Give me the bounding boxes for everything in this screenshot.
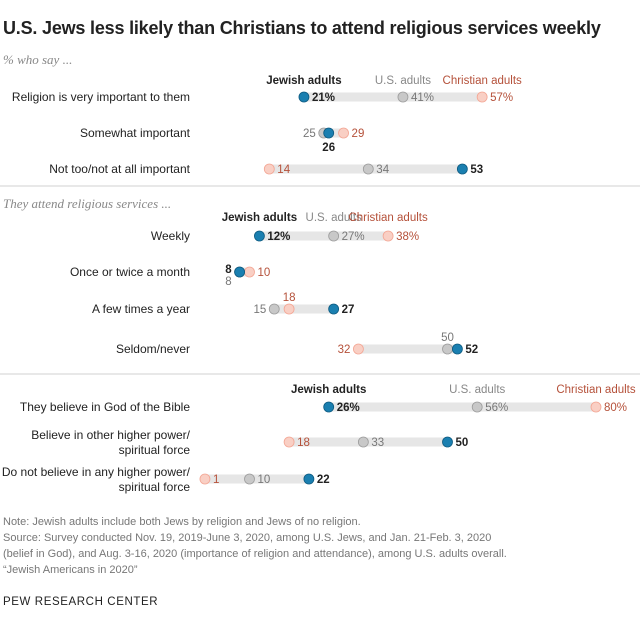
row-label: Seldom/never — [116, 342, 190, 356]
legend-jewish-adults: Jewish adults — [291, 384, 366, 396]
legend-christian-adults: Christian adults — [556, 384, 636, 396]
dot-jewish-adults — [451, 343, 463, 355]
value-label-christian-adults: 18 — [297, 437, 310, 449]
source-line: “Jewish Americans in 2020” — [3, 564, 138, 576]
value-label-christian-adults: 57% — [490, 92, 513, 104]
value-label-jewish-adults: 52 — [465, 344, 478, 356]
legend-christian-adults: Christian adults — [348, 212, 428, 224]
value-label-christian-adults: 80% — [604, 402, 627, 414]
dot-jewish-adults — [303, 473, 315, 485]
value-label-jewish-adults: 12% — [267, 231, 290, 243]
dot-christian-adults — [590, 401, 602, 413]
dot-jewish-adults — [456, 163, 468, 175]
dot-christian-adults — [352, 343, 364, 355]
value-label-christian-adults: 38% — [396, 231, 419, 243]
dot-christian-adults — [244, 266, 255, 278]
value-label-jewish-adults: 53 — [470, 164, 483, 176]
value-label-us-adults: 8 — [225, 276, 231, 288]
row-label: Once or twice a month — [70, 265, 190, 279]
value-label-us-adults: 15 — [253, 304, 266, 316]
value-label-jewish-adults: 27 — [342, 304, 355, 316]
value-label-us-adults: 33 — [371, 437, 384, 449]
dot-christian-adults — [338, 127, 349, 139]
dot-us-adults — [442, 343, 453, 355]
dot-jewish-adults — [298, 91, 310, 103]
dot-christian-adults — [263, 163, 275, 175]
value-label-jewish-adults: 50 — [456, 437, 469, 449]
value-label-christian-adults: 10 — [258, 267, 271, 279]
pew-credit: PEW RESEARCH CENTER — [3, 596, 159, 608]
dot-us-adults — [268, 303, 280, 315]
value-label-christian-adults: 32 — [338, 344, 351, 356]
value-label-christian-adults: 29 — [352, 128, 365, 140]
value-label-jewish-adults: 21% — [312, 92, 335, 104]
chart-subtitle: % who say ... — [3, 52, 73, 67]
legend-us-adults: U.S. adults — [449, 384, 505, 396]
dot-jewish-adults — [328, 303, 340, 315]
dot-christian-adults — [382, 230, 394, 242]
value-label-jewish-adults: 26% — [337, 402, 360, 414]
dot-plot-chart: Jewish adults U.S. adults Christian adults… — [0, 75, 640, 494]
legend-christian-adults: Christian adults — [443, 75, 523, 87]
value-label-us-adults: 10 — [258, 474, 271, 486]
dot-christian-adults — [199, 473, 211, 485]
dot-christian-adults — [283, 436, 295, 448]
row-label: A few times a year — [92, 302, 190, 316]
row-label: Do not believe in any higher power/ — [2, 465, 191, 479]
source-line: Source: Survey conducted Nov. 19, 2019-J… — [3, 532, 492, 544]
value-label-christian-adults: 14 — [277, 164, 290, 176]
chart-title: U.S. Jews less likely than Christians to… — [3, 18, 601, 38]
row-label: Religion is very important to them — [12, 90, 190, 104]
value-label-us-adults: 25 — [303, 128, 316, 140]
dot-us-adults — [244, 473, 255, 485]
row-label: Believe in other higher power/ — [31, 428, 190, 442]
legend-jewish-adults: Jewish adults — [222, 212, 297, 224]
value-label-christian-adults: 1 — [213, 474, 219, 486]
row-label: Weekly — [151, 229, 190, 243]
value-label-jewish-adults: 22 — [317, 474, 330, 486]
source-line: (belief in God), and Aug. 3-16, 2020 (im… — [3, 548, 507, 560]
value-label-us-adults: 27% — [342, 231, 365, 243]
dot-christian-adults — [283, 303, 295, 315]
value-label-christian-adults: 18 — [283, 292, 296, 304]
value-label-us-adults: 41% — [411, 92, 434, 104]
row-label: spiritual force — [119, 480, 191, 494]
panel-subtitle: They attend religious services ... — [3, 196, 171, 211]
dot-jewish-adults — [234, 266, 246, 278]
row-label: Not too/not at all important — [49, 162, 190, 176]
value-label-us-adults: 56% — [485, 402, 508, 414]
dot-us-adults — [471, 401, 483, 413]
dot-us-adults — [397, 91, 409, 103]
dot-jewish-adults — [442, 436, 453, 448]
value-label-us-adults: 34 — [376, 164, 389, 176]
value-label-us-adults: 50 — [441, 332, 454, 344]
dot-jewish-adults — [323, 401, 335, 413]
dot-us-adults — [357, 436, 369, 448]
row-label: They believe in God of the Bible — [20, 400, 190, 414]
value-label-jewish-adults: 8 — [225, 264, 232, 276]
dot-jewish-adults — [323, 127, 335, 139]
legend-us-adults: U.S. adults — [306, 212, 362, 224]
row-label: Somewhat important — [80, 126, 191, 140]
dot-christian-adults — [476, 91, 488, 103]
row-label: spiritual force — [119, 443, 191, 457]
dot-us-adults — [328, 230, 340, 242]
legend-us-adults: U.S. adults — [375, 75, 431, 87]
dot-us-adults — [362, 163, 374, 175]
legend-jewish-adults: Jewish adults — [266, 75, 341, 87]
value-label-jewish-adults: 26 — [322, 142, 335, 154]
chart-note: Note: Jewish adults include both Jews by… — [3, 516, 361, 528]
dot-jewish-adults — [253, 230, 265, 242]
